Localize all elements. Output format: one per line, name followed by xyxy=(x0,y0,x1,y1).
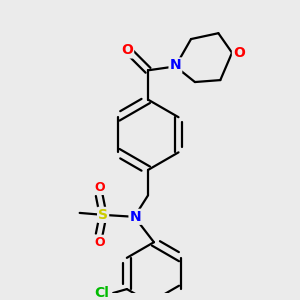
Text: O: O xyxy=(94,236,104,249)
Text: N: N xyxy=(169,58,181,72)
Text: Cl: Cl xyxy=(94,286,109,300)
Text: O: O xyxy=(94,181,104,194)
Text: O: O xyxy=(121,44,133,57)
Text: O: O xyxy=(233,46,245,60)
Text: N: N xyxy=(130,210,141,224)
Text: S: S xyxy=(98,208,108,222)
